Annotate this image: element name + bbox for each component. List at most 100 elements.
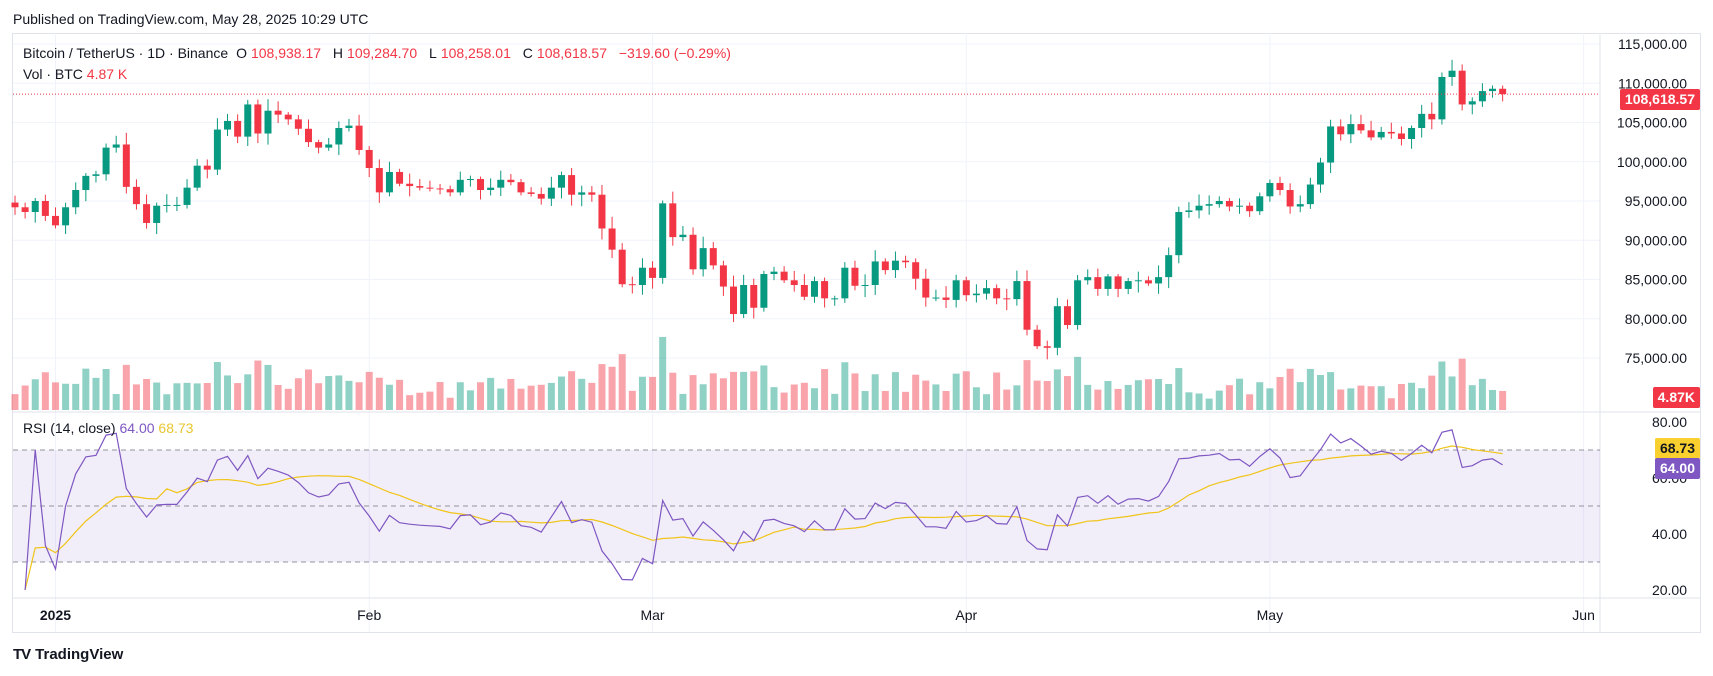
candle-body <box>1266 182 1274 197</box>
volume-bar <box>810 388 818 410</box>
rsi-axis-label: 40.00 <box>1652 526 1687 542</box>
volume-bar <box>1236 378 1244 410</box>
candle-body <box>1387 131 1395 134</box>
volume-bar <box>203 382 211 410</box>
volume-bar <box>932 384 940 410</box>
volume-bar <box>1185 392 1193 410</box>
volume-bar <box>881 390 889 410</box>
candle-body <box>497 179 505 188</box>
candle-body <box>11 202 19 208</box>
candle-body <box>1023 281 1031 330</box>
time-axis-label: May <box>1257 607 1283 623</box>
rsi-label[interactable]: RSI (14, close) <box>23 420 116 436</box>
volume-bar <box>1367 386 1375 410</box>
volume-bar <box>841 362 849 410</box>
change-value: −319.60 (−0.29%) <box>618 45 731 61</box>
candle-body <box>1144 280 1152 284</box>
candle-body <box>1033 329 1041 347</box>
volume-bar <box>800 382 808 410</box>
volume-bar <box>51 382 59 410</box>
candle-body <box>51 215 59 226</box>
volume-bar <box>82 368 90 410</box>
candle-body <box>972 293 980 296</box>
candle-body <box>1347 124 1355 135</box>
candle-body <box>436 188 444 190</box>
volume-bar <box>315 383 323 410</box>
candle-body <box>628 284 636 286</box>
volume-bar <box>1215 390 1223 410</box>
price-axis-label: 85,000.00 <box>1625 272 1687 288</box>
candle-body <box>1084 277 1092 281</box>
candle-body <box>132 186 140 205</box>
candle-body <box>1478 91 1486 102</box>
candle-body <box>1397 133 1405 139</box>
candle-body <box>942 297 950 300</box>
volume-bar <box>345 380 353 410</box>
volume-bar <box>1397 384 1405 410</box>
symbol-title[interactable]: Bitcoin / TetherUS · 1D · Binance <box>23 45 229 61</box>
candle-body <box>1074 280 1082 326</box>
tradingview-brand[interactable]: TV TradingView <box>13 646 123 663</box>
volume-bar <box>1286 368 1294 410</box>
volume-bar <box>851 373 859 410</box>
volume-bar <box>659 336 667 410</box>
volume-bar <box>122 364 130 410</box>
candle-body <box>780 271 788 281</box>
tradingview-logo-icon: TV <box>13 646 31 663</box>
candle-body <box>102 147 110 175</box>
volume-bar <box>385 384 393 410</box>
candle-body <box>527 192 535 194</box>
candle-body <box>244 104 252 137</box>
volume-bar <box>1124 384 1132 410</box>
low-label: L <box>429 45 437 61</box>
volume-bar <box>1144 379 1152 410</box>
candle-body <box>224 120 232 130</box>
candle-body <box>396 171 404 184</box>
volume-bar <box>1266 388 1274 410</box>
candle-body <box>679 234 687 238</box>
volume-label[interactable]: Vol · BTC <box>23 66 83 82</box>
candle-body <box>143 204 151 223</box>
candle-body <box>72 190 80 208</box>
candle-body <box>122 144 130 187</box>
close-value: 108,618.57 <box>536 45 607 61</box>
volume-bar <box>1256 382 1264 410</box>
volume-bar <box>912 374 920 410</box>
volume-bar <box>1033 380 1041 410</box>
volume-bar <box>132 384 140 410</box>
time-axis-label: Feb <box>357 607 381 623</box>
volume-bar <box>497 388 505 410</box>
volume-bar <box>902 391 910 410</box>
candle-body <box>1124 281 1132 289</box>
volume-bar <box>365 371 373 410</box>
volume-bar <box>679 393 687 410</box>
volume-bar <box>922 380 930 410</box>
candle-body <box>1185 210 1193 212</box>
candle-body <box>294 119 302 129</box>
volume-bar <box>244 374 252 410</box>
volume-bar <box>1428 375 1436 410</box>
volume-bar <box>1478 378 1486 410</box>
candle-body <box>446 189 454 193</box>
volume-bar <box>952 373 960 410</box>
candle-body <box>1094 277 1102 289</box>
candle-body <box>790 280 798 285</box>
volume-bar <box>477 382 485 410</box>
candle-body <box>709 248 717 266</box>
volume-bar <box>466 390 474 410</box>
volume-value: 4.87 K <box>86 66 128 82</box>
volume-bar <box>557 376 565 410</box>
rsi-axis-label: 20.00 <box>1652 582 1687 598</box>
volume-bar <box>183 382 191 410</box>
candle-body <box>41 201 49 216</box>
candle-body <box>537 193 545 199</box>
candle-body <box>1438 76 1446 120</box>
candle-body <box>902 260 910 263</box>
volume-bar <box>962 371 970 410</box>
candle-body <box>1296 204 1304 207</box>
candle-body <box>1195 205 1203 211</box>
candle-body <box>416 186 424 188</box>
volume-bar <box>618 354 626 410</box>
volume-bar <box>1438 361 1446 410</box>
